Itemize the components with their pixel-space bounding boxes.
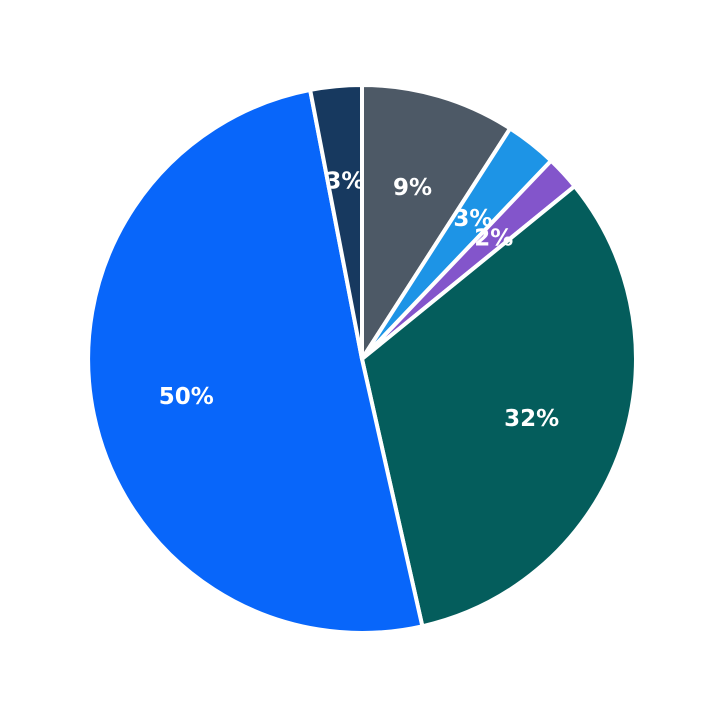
pie-slice bbox=[360, 184, 638, 629]
slice-label: 2% bbox=[474, 225, 513, 251]
slice-label: 9% bbox=[393, 175, 432, 201]
slice-label: 50% bbox=[159, 384, 214, 410]
slice-label: 3% bbox=[453, 206, 492, 232]
pie-slice bbox=[86, 87, 425, 635]
slice-label: 3% bbox=[325, 168, 364, 194]
slice-label: 32% bbox=[504, 406, 559, 432]
pie-slice bbox=[360, 83, 513, 361]
pie-slice bbox=[308, 83, 364, 361]
